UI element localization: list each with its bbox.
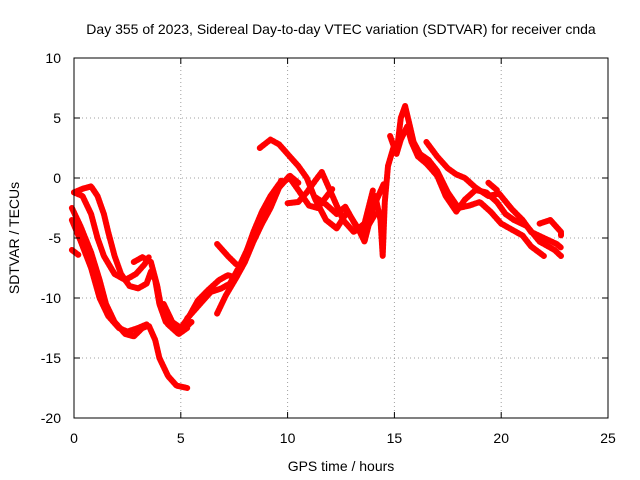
x-tick-label: 0 (70, 430, 78, 446)
x-tick-labels: 0 5 10 15 20 25 (70, 430, 616, 446)
grid-lines (74, 58, 608, 418)
x-tick-label: 20 (493, 430, 509, 446)
data-series-arc-18 (536, 217, 564, 239)
x-tick-label: 10 (280, 430, 296, 446)
y-axis-label: SDTVAR / TECUs (6, 182, 22, 294)
y-tick-label: -5 (49, 230, 62, 246)
y-tick-labels: -20 -15 -10 -5 0 5 10 (41, 50, 61, 426)
y-tick-label: -20 (41, 410, 61, 426)
data-series-arc-3 (68, 247, 82, 258)
data-series-arc-17 (485, 179, 500, 193)
data-series-arc-6 (130, 254, 191, 337)
x-axis-label: GPS time / hours (288, 458, 395, 474)
data-series-arc-13 (312, 194, 379, 235)
x-tick-label: 15 (387, 430, 403, 446)
data-series-arc-1 (68, 205, 191, 391)
data-series-arc-9 (214, 175, 336, 317)
data-series-arc-16 (423, 139, 564, 251)
x-tick-label: 25 (600, 430, 616, 446)
data-series-arc-10 (214, 241, 240, 268)
chart-title: Day 355 of 2023, Sidereal Day-to-day VTE… (86, 21, 596, 37)
axis-ticks (73, 57, 609, 419)
y-tick-label: 0 (53, 170, 61, 186)
x-tick-label: 5 (177, 430, 185, 446)
y-tick-label: 5 (53, 110, 61, 126)
y-tick-label: 10 (45, 50, 61, 66)
data-series-arc-2 (68, 217, 150, 335)
data-series-arc-11 (256, 136, 387, 245)
data-series-arc-4 (71, 189, 152, 283)
y-tick-label: -15 (41, 350, 61, 366)
data-series-arc-14 (372, 103, 547, 259)
data-series-group (68, 103, 564, 391)
y-tick-label: -10 (41, 290, 61, 306)
